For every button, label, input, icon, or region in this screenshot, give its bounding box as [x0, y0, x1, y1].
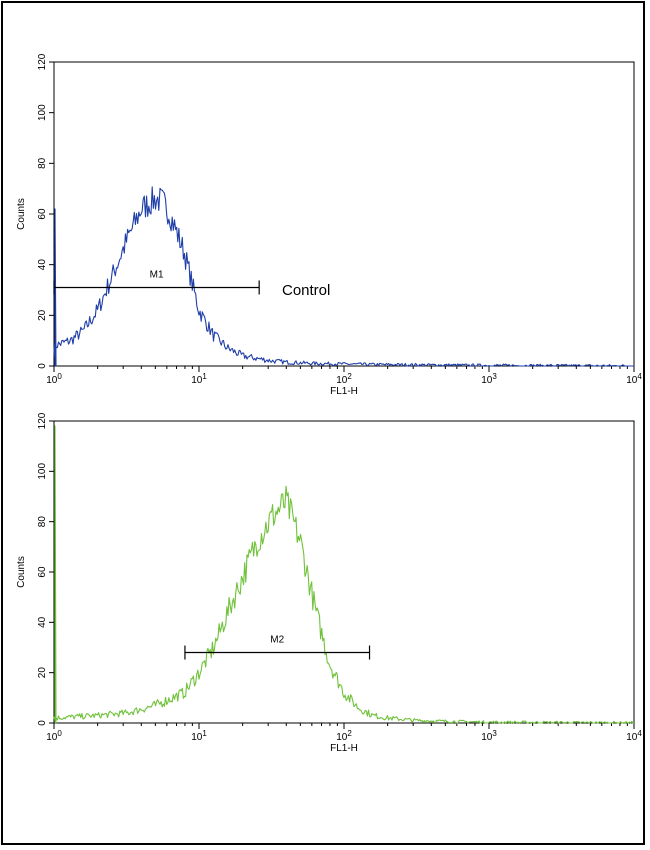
y-axis-title: Counts [16, 198, 27, 230]
x-axis-title: FL1-H [330, 386, 358, 397]
x-tick-label: 103 [481, 372, 497, 386]
y-tick-label: 60 [37, 566, 48, 578]
y-tick-label: 20 [37, 667, 48, 679]
x-tick-label: 102 [336, 729, 352, 743]
plot-frame-2 [53, 420, 635, 724]
y-tick-label: 0 [37, 720, 48, 726]
x-tick-label: 100 [46, 372, 62, 386]
y-tick-label: 0 [37, 363, 48, 369]
y-tick-label: 100 [37, 463, 48, 480]
x-tick-label: 103 [481, 729, 497, 743]
x-tick-label: 101 [191, 372, 207, 386]
x-tick-label: 100 [46, 729, 62, 743]
x-tick-label: 101 [191, 729, 207, 743]
x-axis-title: FL1-H [330, 743, 358, 754]
histogram-line-sample [53, 425, 634, 724]
y-tick-label: 20 [37, 309, 48, 321]
y-tick-label: 80 [37, 157, 48, 169]
gate-label-m1: M1 [150, 269, 164, 280]
gate-label-m2: M2 [270, 635, 284, 646]
x-tick-label: 102 [336, 372, 352, 386]
histogram-figure: 0 20 40 60 80 100 120 Counts 100 101 102 103 104 FL1-… [16, 53, 642, 754]
y-tick-label: 60 [37, 208, 48, 220]
histogram-line-control [53, 186, 634, 367]
y-tick-label: 40 [37, 616, 48, 628]
y-tick-label: 80 [37, 516, 48, 528]
x-tick-label: 104 [626, 372, 642, 386]
y-axis-title: Counts [16, 556, 27, 588]
control-annotation: Control [282, 282, 330, 299]
y-tick-label: 120 [37, 412, 48, 429]
x-tick-label: 104 [626, 729, 642, 743]
y-tick-label: 120 [37, 53, 48, 70]
y-tick-label: 40 [37, 259, 48, 271]
y-tick-label: 100 [37, 104, 48, 121]
